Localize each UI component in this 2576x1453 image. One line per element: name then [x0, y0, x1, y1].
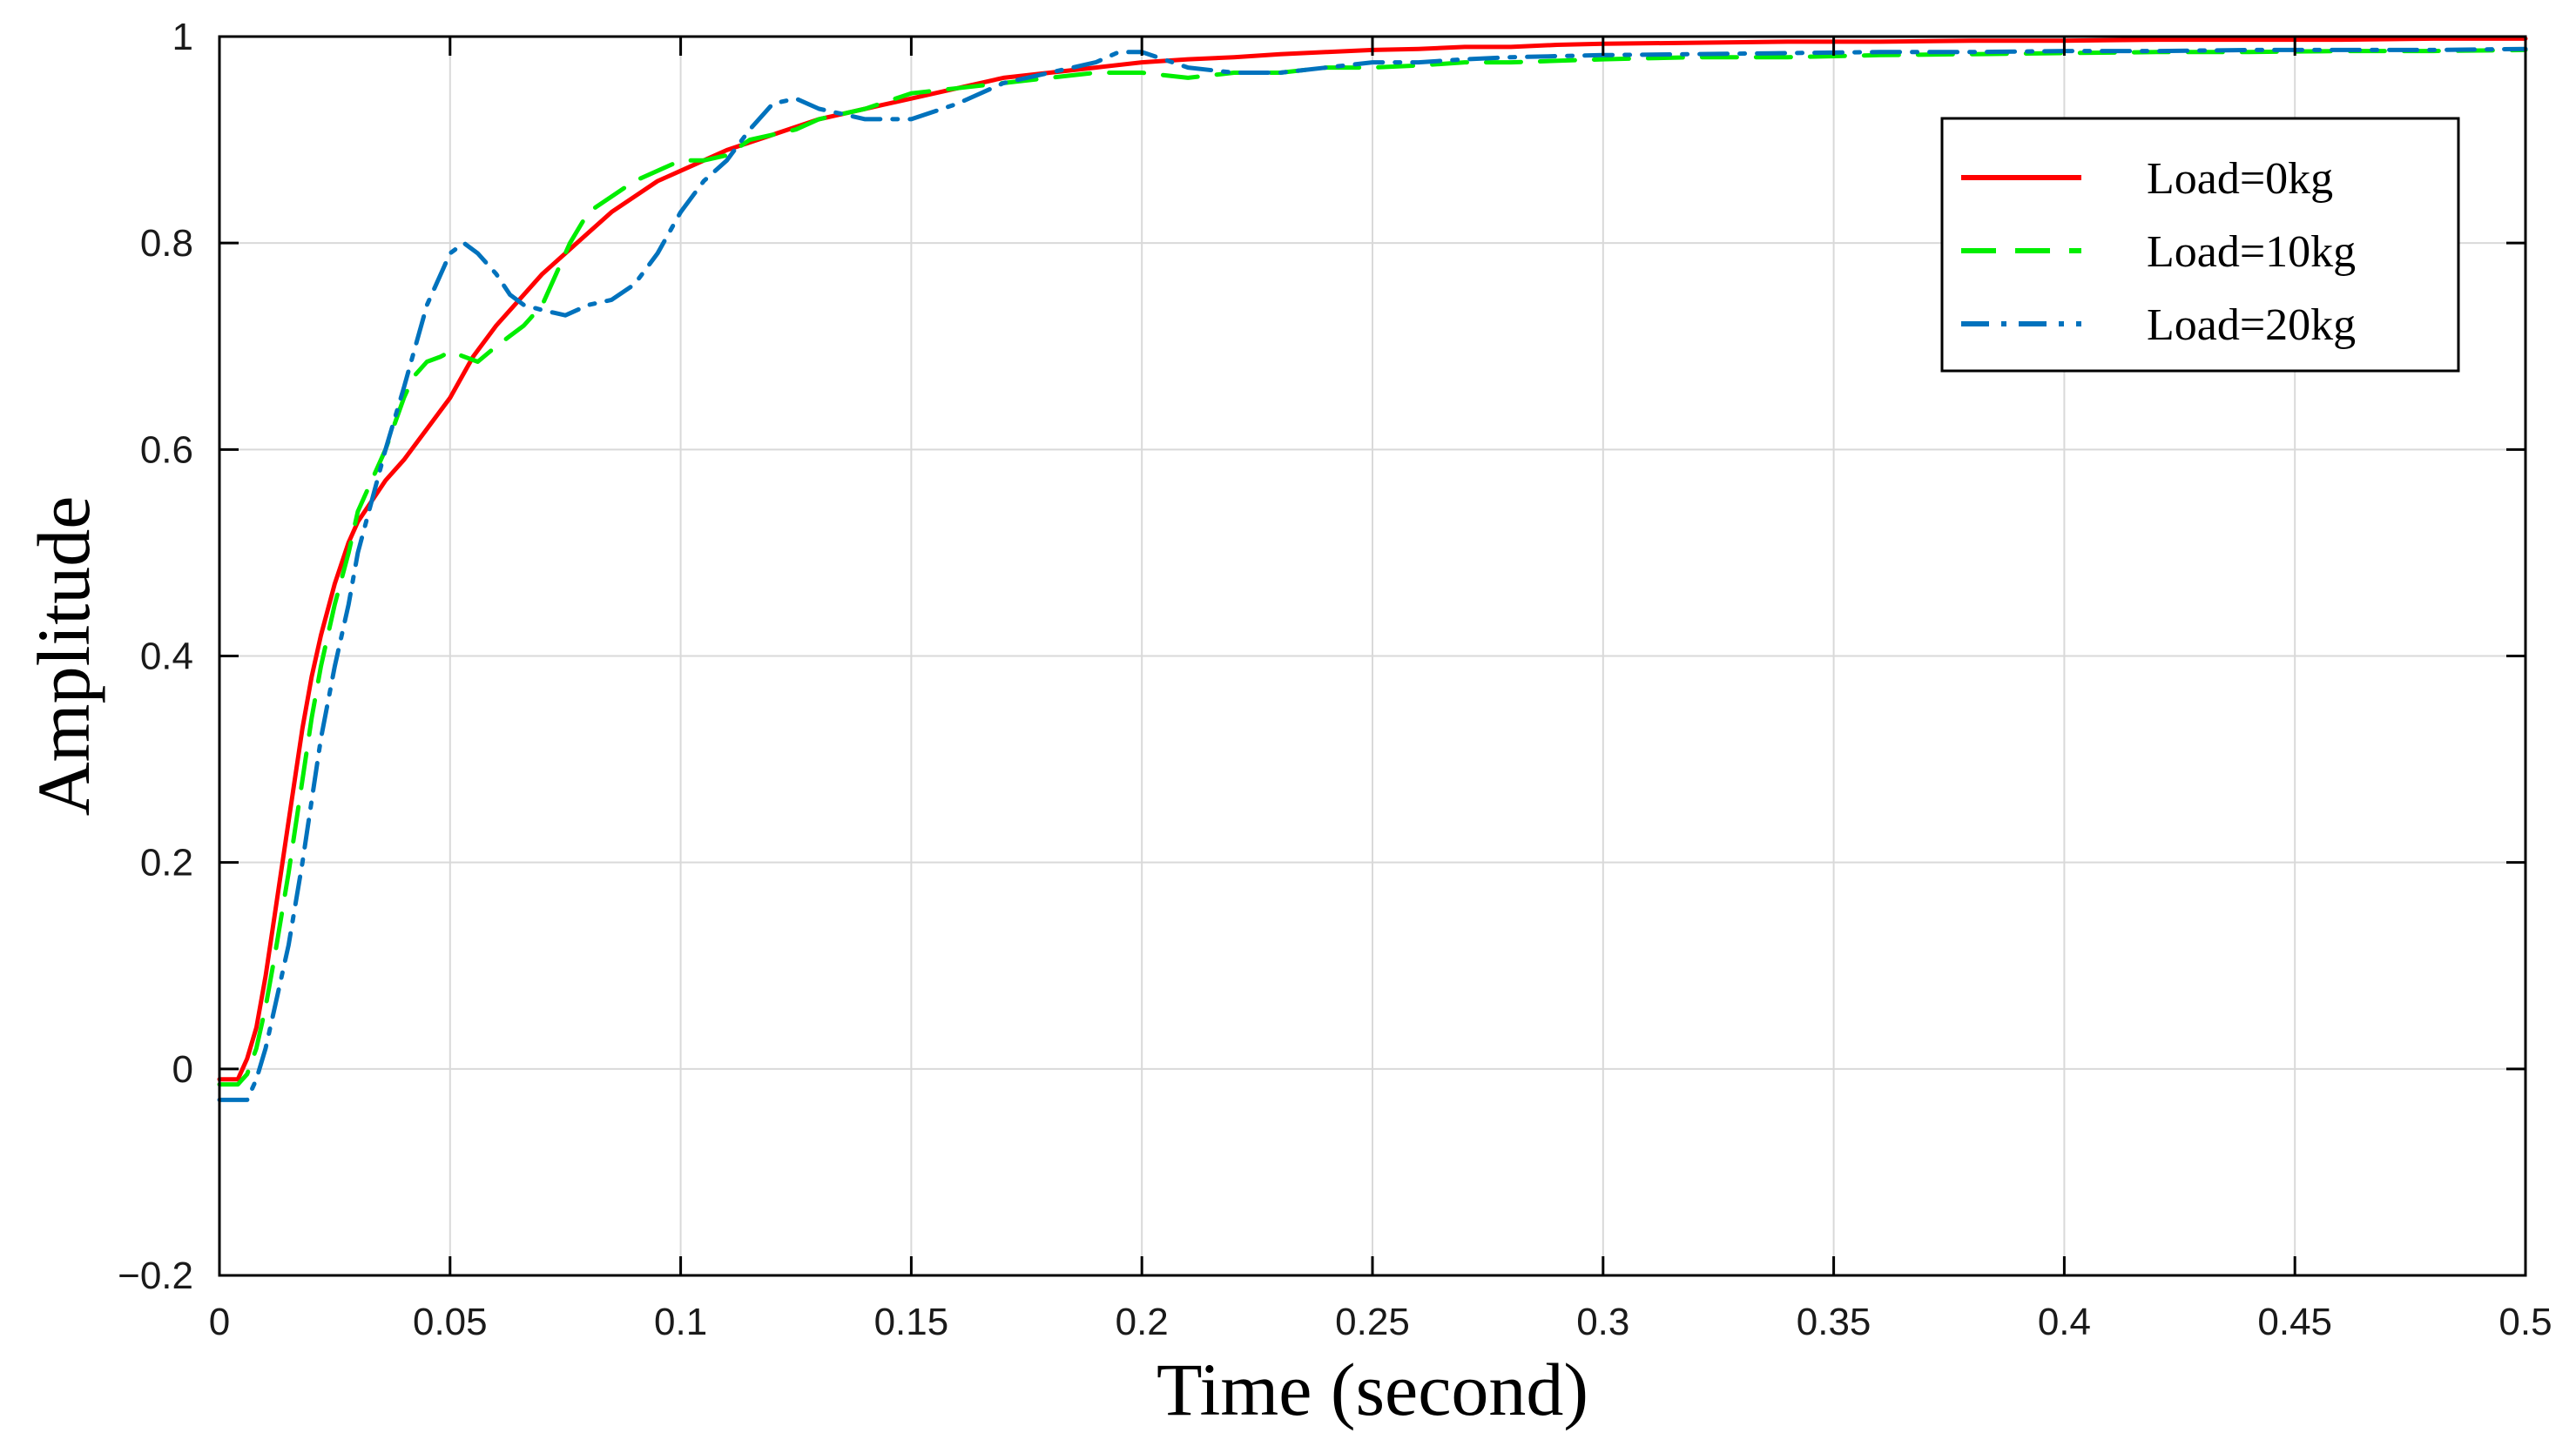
series-line-1: [217, 36, 2528, 1082]
series-lines: [217, 36, 2528, 1102]
y-tick-label: −0.2: [118, 1255, 193, 1297]
legend-box: [1940, 117, 2460, 373]
y-tick-label: 0.2: [140, 842, 193, 885]
legend: Load=0kg Load=10kg Load=20kg: [1940, 117, 2460, 373]
x-tick-label: 0.1: [654, 1301, 707, 1343]
x-tick-label: 0.25: [1335, 1301, 1410, 1343]
x-tick-label: 0.4: [2038, 1301, 2091, 1343]
y-tick-label: 1: [172, 16, 193, 58]
x-tick-label: 0.35: [1797, 1301, 1871, 1343]
tick-labels: 0 0.05 0.1 0.15 0.2 0.25 0.3 0.35 0.4 0.45 0.5 −0.2…: [118, 16, 2552, 1343]
y-tick-label: 0.8: [140, 222, 193, 265]
x-axis-title: Time (second): [1157, 1348, 1588, 1431]
x-tick-label: 0.2: [1116, 1301, 1169, 1343]
x-tick-label: 0: [209, 1301, 230, 1343]
x-tick-label: 0.05: [413, 1301, 488, 1343]
y-tick-label: 0.4: [140, 636, 193, 678]
x-tick-label: 0.15: [874, 1301, 949, 1343]
y-tick-label: 0.6: [140, 428, 193, 471]
legend-label-1: Load=0kg: [2147, 154, 2333, 204]
series-line-3: [217, 46, 2528, 1102]
x-tick-label: 0.3: [1576, 1301, 1629, 1343]
x-tick-label: 0.45: [2257, 1301, 2332, 1343]
y-axis-title: Amplitude: [22, 496, 105, 817]
axis-ticks: [218, 35, 2527, 1277]
y-tick-label: 0: [172, 1048, 193, 1091]
legend-label-2: Load=10kg: [2147, 227, 2356, 277]
series-line-2: [217, 47, 2528, 1087]
legend-label-3: Load=20kg: [2147, 300, 2356, 350]
x-tick-label: 0.5: [2498, 1301, 2552, 1343]
